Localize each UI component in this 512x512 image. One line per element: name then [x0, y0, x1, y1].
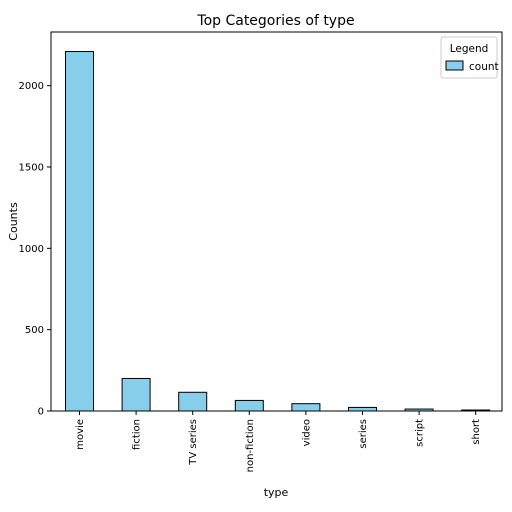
x-tick-label: fiction: [132, 419, 143, 450]
y-tick-label: 1500: [19, 163, 44, 174]
x-axis: movie fiction TV series non-fiction video ser…: [75, 411, 482, 472]
bar-series: [348, 406, 377, 412]
legend: Legend count: [440, 36, 499, 79]
legend-title: Legend: [450, 43, 489, 55]
x-tick-label: script: [415, 419, 426, 447]
x-axis-label: type: [264, 486, 289, 499]
y-tick-label: 1000: [19, 244, 44, 255]
y-axis-label: Counts: [7, 202, 20, 241]
x-tick-label: movie: [75, 419, 86, 450]
y-axis: 0 500 1000 1500 2000: [19, 81, 51, 418]
bar-movie: [65, 51, 94, 412]
legend-swatch: [445, 60, 464, 71]
x-tick-label: series: [358, 419, 369, 449]
chart-title: Top Categories of type: [196, 13, 354, 29]
bars-layer: [65, 51, 491, 412]
legend-entry-label: count: [469, 61, 499, 73]
plot-frame: [50, 31, 503, 412]
x-tick-label: video: [301, 419, 312, 446]
y-tick-label: 500: [25, 325, 44, 336]
y-tick-label: 2000: [19, 81, 44, 92]
bar-non-fiction: [234, 399, 264, 412]
bar-fiction: [121, 377, 151, 412]
bar-tv-series: [178, 391, 208, 412]
x-tick-label: TV series: [188, 419, 199, 466]
y-tick-label: 0: [38, 407, 44, 418]
bar-video: [291, 403, 321, 412]
x-tick-label: non-fiction: [245, 419, 256, 472]
x-tick-label: short: [471, 419, 482, 445]
